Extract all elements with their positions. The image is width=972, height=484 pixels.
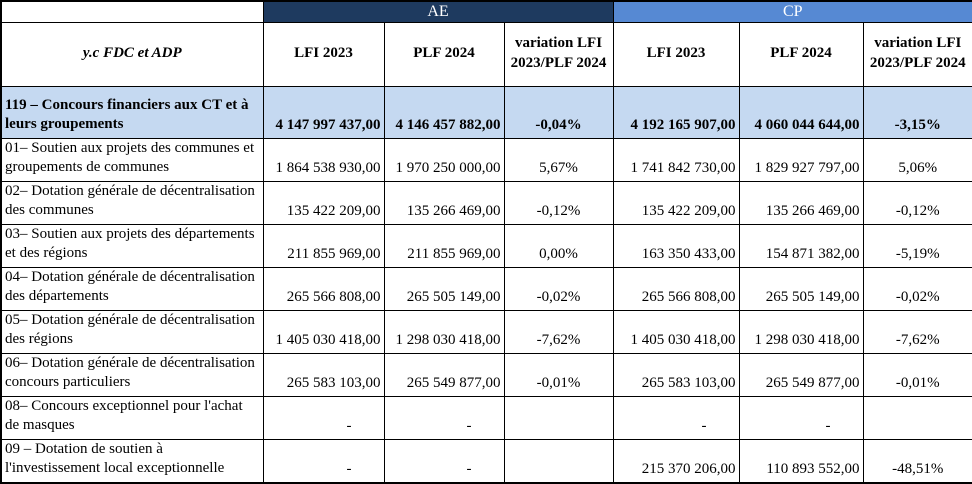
- ae-lfi-cell: 211 855 969,00: [262, 224, 385, 268]
- cp-plf-cell: -: [738, 396, 864, 440]
- cp-plf-cell: 4 060 044 644,00: [738, 86, 864, 139]
- group-header-cp: CP: [612, 0, 972, 23]
- ae-lfi-cell: -: [262, 439, 385, 484]
- row-label: 02– Dotation générale de décentralisatio…: [0, 181, 264, 225]
- row-label: 01– Soutien aux projets des communes et …: [0, 138, 264, 182]
- ae-plf-cell: 1 970 250 000,00: [383, 138, 505, 182]
- row-label: 04– Dotation générale de décentralisatio…: [0, 267, 264, 311]
- ae-plf-cell: 211 855 969,00: [383, 224, 505, 268]
- cp-variation-cell: -0,02%: [862, 267, 972, 311]
- cp-lfi-cell: 163 350 433,00: [612, 224, 740, 268]
- col-header-cp-plf-2024: PLF 2024: [738, 22, 864, 87]
- ae-variation-cell: -7,62%: [503, 310, 614, 354]
- col-header-cp-lfi-2023: LFI 2023: [612, 22, 740, 87]
- ae-lfi-cell: 265 583 103,00: [262, 353, 385, 397]
- corner-note: y.c FDC et ADP: [0, 22, 264, 87]
- cp-plf-cell: 135 266 469,00: [738, 181, 864, 225]
- row-label: 03– Soutien aux projets des départements…: [0, 224, 264, 268]
- ae-variation-cell: -0,04%: [503, 86, 614, 139]
- ae-lfi-cell: -: [262, 396, 385, 440]
- table-row-action-01: 01– Soutien aux projets des communes et …: [0, 138, 972, 182]
- col-header-cp-variation: variation LFI 2023/PLF 2024: [862, 22, 972, 87]
- row-label: 119 – Concours financiers aux CT et à le…: [0, 86, 264, 139]
- ae-plf-cell: 4 146 457 882,00: [383, 86, 505, 139]
- cp-plf-cell: 154 871 382,00: [738, 224, 864, 268]
- cp-lfi-cell: 265 583 103,00: [612, 353, 740, 397]
- cp-lfi-cell: -: [612, 396, 740, 440]
- ae-plf-cell: -: [383, 396, 505, 440]
- row-label: 06– Dotation générale de décentralisatio…: [0, 353, 264, 397]
- table-row-program-119-total: 119 – Concours financiers aux CT et à le…: [0, 86, 972, 139]
- cp-lfi-cell: 135 422 209,00: [612, 181, 740, 225]
- cp-variation-cell: -5,19%: [862, 224, 972, 268]
- group-header-ae: AE: [262, 0, 614, 23]
- ae-lfi-cell: 1 864 538 930,00: [262, 138, 385, 182]
- cp-variation-cell: -48,51%: [862, 439, 972, 484]
- cp-variation-cell: [862, 396, 972, 440]
- ae-lfi-cell: 1 405 030 418,00: [262, 310, 385, 354]
- ae-variation-cell: [503, 439, 614, 484]
- corner-empty-cell: [0, 0, 264, 23]
- col-header-ae-lfi-2023: LFI 2023: [262, 22, 385, 87]
- cp-variation-cell: -0,12%: [862, 181, 972, 225]
- cp-variation-cell: 5,06%: [862, 138, 972, 182]
- cp-variation-cell: -3,15%: [862, 86, 972, 139]
- ae-variation-cell: 5,67%: [503, 138, 614, 182]
- cp-plf-cell: 265 505 149,00: [738, 267, 864, 311]
- cp-variation-cell: -7,62%: [862, 310, 972, 354]
- table-row-action-09: 09 – Dotation de soutien à l'investissem…: [0, 439, 972, 484]
- cp-variation-cell: -0,01%: [862, 353, 972, 397]
- table-row-group-header: AE CP: [0, 0, 972, 23]
- ae-variation-cell: -0,01%: [503, 353, 614, 397]
- ae-variation-cell: -0,12%: [503, 181, 614, 225]
- table-row-action-05: 05– Dotation générale de décentralisatio…: [0, 310, 972, 354]
- ae-lfi-cell: 265 566 808,00: [262, 267, 385, 311]
- ae-variation-cell: [503, 396, 614, 440]
- table-row-action-03: 03– Soutien aux projets des départements…: [0, 224, 972, 268]
- ae-plf-cell: 265 549 877,00: [383, 353, 505, 397]
- cp-lfi-cell: 215 370 206,00: [612, 439, 740, 484]
- row-label: 09 – Dotation de soutien à l'investissem…: [0, 439, 264, 484]
- ae-plf-cell: 265 505 149,00: [383, 267, 505, 311]
- cp-lfi-cell: 1 405 030 418,00: [612, 310, 740, 354]
- ae-plf-cell: 1 298 030 418,00: [383, 310, 505, 354]
- ae-lfi-cell: 4 147 997 437,00: [262, 86, 385, 139]
- cp-plf-cell: 265 549 877,00: [738, 353, 864, 397]
- cp-plf-cell: 1 829 927 797,00: [738, 138, 864, 182]
- col-header-ae-variation: variation LFI 2023/PLF 2024: [503, 22, 614, 87]
- ae-variation-cell: -0,02%: [503, 267, 614, 311]
- table-row-action-02: 02– Dotation générale de décentralisatio…: [0, 181, 972, 225]
- cp-lfi-cell: 1 741 842 730,00: [612, 138, 740, 182]
- table-row-action-08: 08– Concours exceptionnel pour l'achat d…: [0, 396, 972, 440]
- col-header-ae-plf-2024: PLF 2024: [383, 22, 505, 87]
- ae-plf-cell: -: [383, 439, 505, 484]
- table-row-action-06: 06– Dotation générale de décentralisatio…: [0, 353, 972, 397]
- ae-lfi-cell: 135 422 209,00: [262, 181, 385, 225]
- cp-lfi-cell: 265 566 808,00: [612, 267, 740, 311]
- table-row-column-headers: y.c FDC et ADP LFI 2023 PLF 2024 variati…: [0, 22, 972, 87]
- cp-plf-cell: 1 298 030 418,00: [738, 310, 864, 354]
- cp-lfi-cell: 4 192 165 907,00: [612, 86, 740, 139]
- row-label: 08– Concours exceptionnel pour l'achat d…: [0, 396, 264, 440]
- ae-plf-cell: 135 266 469,00: [383, 181, 505, 225]
- ae-variation-cell: 0,00%: [503, 224, 614, 268]
- row-label: 05– Dotation générale de décentralisatio…: [0, 310, 264, 354]
- cp-plf-cell: 110 893 552,00: [738, 439, 864, 484]
- table-row-action-04: 04– Dotation générale de décentralisatio…: [0, 267, 972, 311]
